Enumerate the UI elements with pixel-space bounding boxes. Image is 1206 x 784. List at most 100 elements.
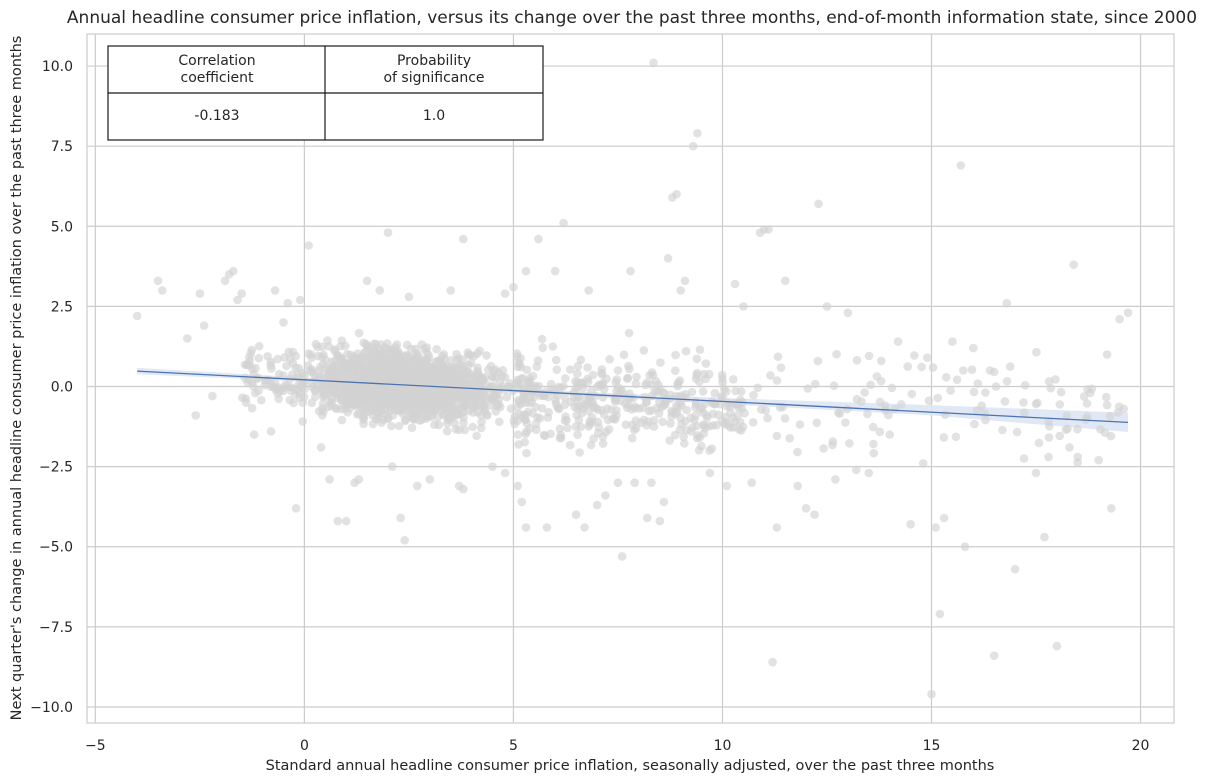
header-correlation-line1: Correlation [178, 53, 255, 69]
scatter-point [813, 356, 823, 366]
scatter-point [757, 405, 766, 414]
scatter-point [1010, 564, 1020, 574]
y-tick-label: −7.5 [39, 620, 73, 636]
scatter-point [251, 374, 261, 384]
scatter-point [893, 337, 903, 346]
scatter-point [970, 419, 979, 429]
scatter-point [658, 417, 667, 427]
scatter-point [594, 423, 604, 432]
scatter-point [313, 351, 323, 361]
scatter-point [605, 355, 614, 364]
scatter-point [555, 424, 565, 434]
scatter-point [502, 392, 512, 402]
value-correlation: -0.183 [194, 108, 239, 124]
scatter-point [1033, 398, 1042, 408]
scatter-point [241, 394, 250, 403]
y-tick-label: −2.5 [39, 460, 73, 476]
scatter-point [688, 423, 697, 432]
scatter-point [325, 475, 334, 484]
scatter-point [1107, 504, 1116, 513]
scatter-point [960, 542, 970, 551]
scatter-point [1119, 404, 1129, 414]
scatter-point [254, 353, 264, 363]
regression-line-group [137, 370, 1129, 424]
scatter-point [1065, 443, 1074, 452]
scatter-point [1102, 350, 1112, 359]
scatter-point [676, 398, 685, 408]
scatter-point [663, 253, 673, 263]
scatter-point [445, 388, 454, 397]
y-tick-label: 0.0 [51, 380, 73, 396]
scatter-point [701, 374, 710, 384]
scatter-point [513, 430, 523, 440]
scatter-point [565, 365, 575, 374]
scatter-point [354, 385, 364, 394]
scatter-point [546, 429, 555, 439]
scatter-point [842, 404, 852, 414]
x-tick-label: 0 [300, 738, 309, 754]
scatter-point [404, 364, 414, 373]
scatter-point [298, 417, 308, 426]
scatter-point [333, 388, 342, 398]
scatter-point [652, 403, 662, 413]
scatter-point [438, 381, 447, 390]
scatter-point [459, 413, 468, 422]
scatter-point [734, 425, 744, 434]
scatter-point [730, 279, 740, 289]
scatter-point [843, 308, 853, 318]
scatter-point [270, 286, 280, 295]
scatter-point [1019, 454, 1029, 463]
scatter-point [639, 346, 649, 355]
scatter-point [398, 384, 408, 394]
scatter-point [291, 351, 301, 361]
scatter-point [386, 350, 395, 359]
scatter-point [341, 516, 351, 526]
scatter-point [793, 481, 802, 491]
scatter-point [682, 405, 691, 415]
scatter-point [659, 388, 668, 398]
scatter-point [593, 405, 602, 415]
x-tick-labels: −5 0 5 10 15 20 [85, 738, 1149, 754]
scatter-point [513, 403, 522, 412]
scatter-point [464, 360, 473, 370]
scatter-point [376, 340, 386, 349]
scatter-point [240, 373, 249, 383]
scatter-point [373, 353, 383, 363]
scatter-point [254, 386, 263, 396]
scatter-point [1040, 532, 1049, 542]
scatter-point [613, 478, 623, 488]
scatter-point [616, 396, 626, 406]
scatter-point [747, 478, 756, 488]
scatter-point [613, 366, 623, 375]
scatter-point [377, 372, 387, 382]
scatter-point [432, 374, 441, 384]
scatter-point [443, 415, 453, 425]
scatter-point [422, 343, 432, 352]
scatter-point [875, 427, 885, 437]
scatter-point [348, 354, 357, 363]
scatter-point [500, 373, 510, 382]
scatter-point [766, 371, 775, 380]
scatter-point [639, 415, 649, 425]
scatter-point [542, 523, 552, 532]
scatter-point [247, 345, 256, 355]
scatter-point [749, 390, 758, 400]
scatter-point [933, 393, 943, 403]
x-tick-label: 15 [923, 738, 941, 754]
scatter-point [473, 401, 483, 410]
scatter-point [885, 430, 894, 439]
scatter-point [665, 436, 674, 445]
scatter-point [323, 336, 332, 345]
scatter-point [693, 129, 702, 138]
scatter-point [624, 328, 634, 338]
scatter-point [249, 430, 259, 439]
scatter-point [655, 516, 665, 526]
scatter-point [574, 415, 584, 425]
header-probability-line1: Probability [397, 53, 471, 69]
scatter-point [868, 422, 878, 432]
scatter-point [576, 355, 586, 365]
scatter-point [935, 609, 945, 619]
scatter-point [671, 366, 680, 376]
scatter-point [772, 376, 782, 385]
scatter-point [763, 413, 772, 423]
